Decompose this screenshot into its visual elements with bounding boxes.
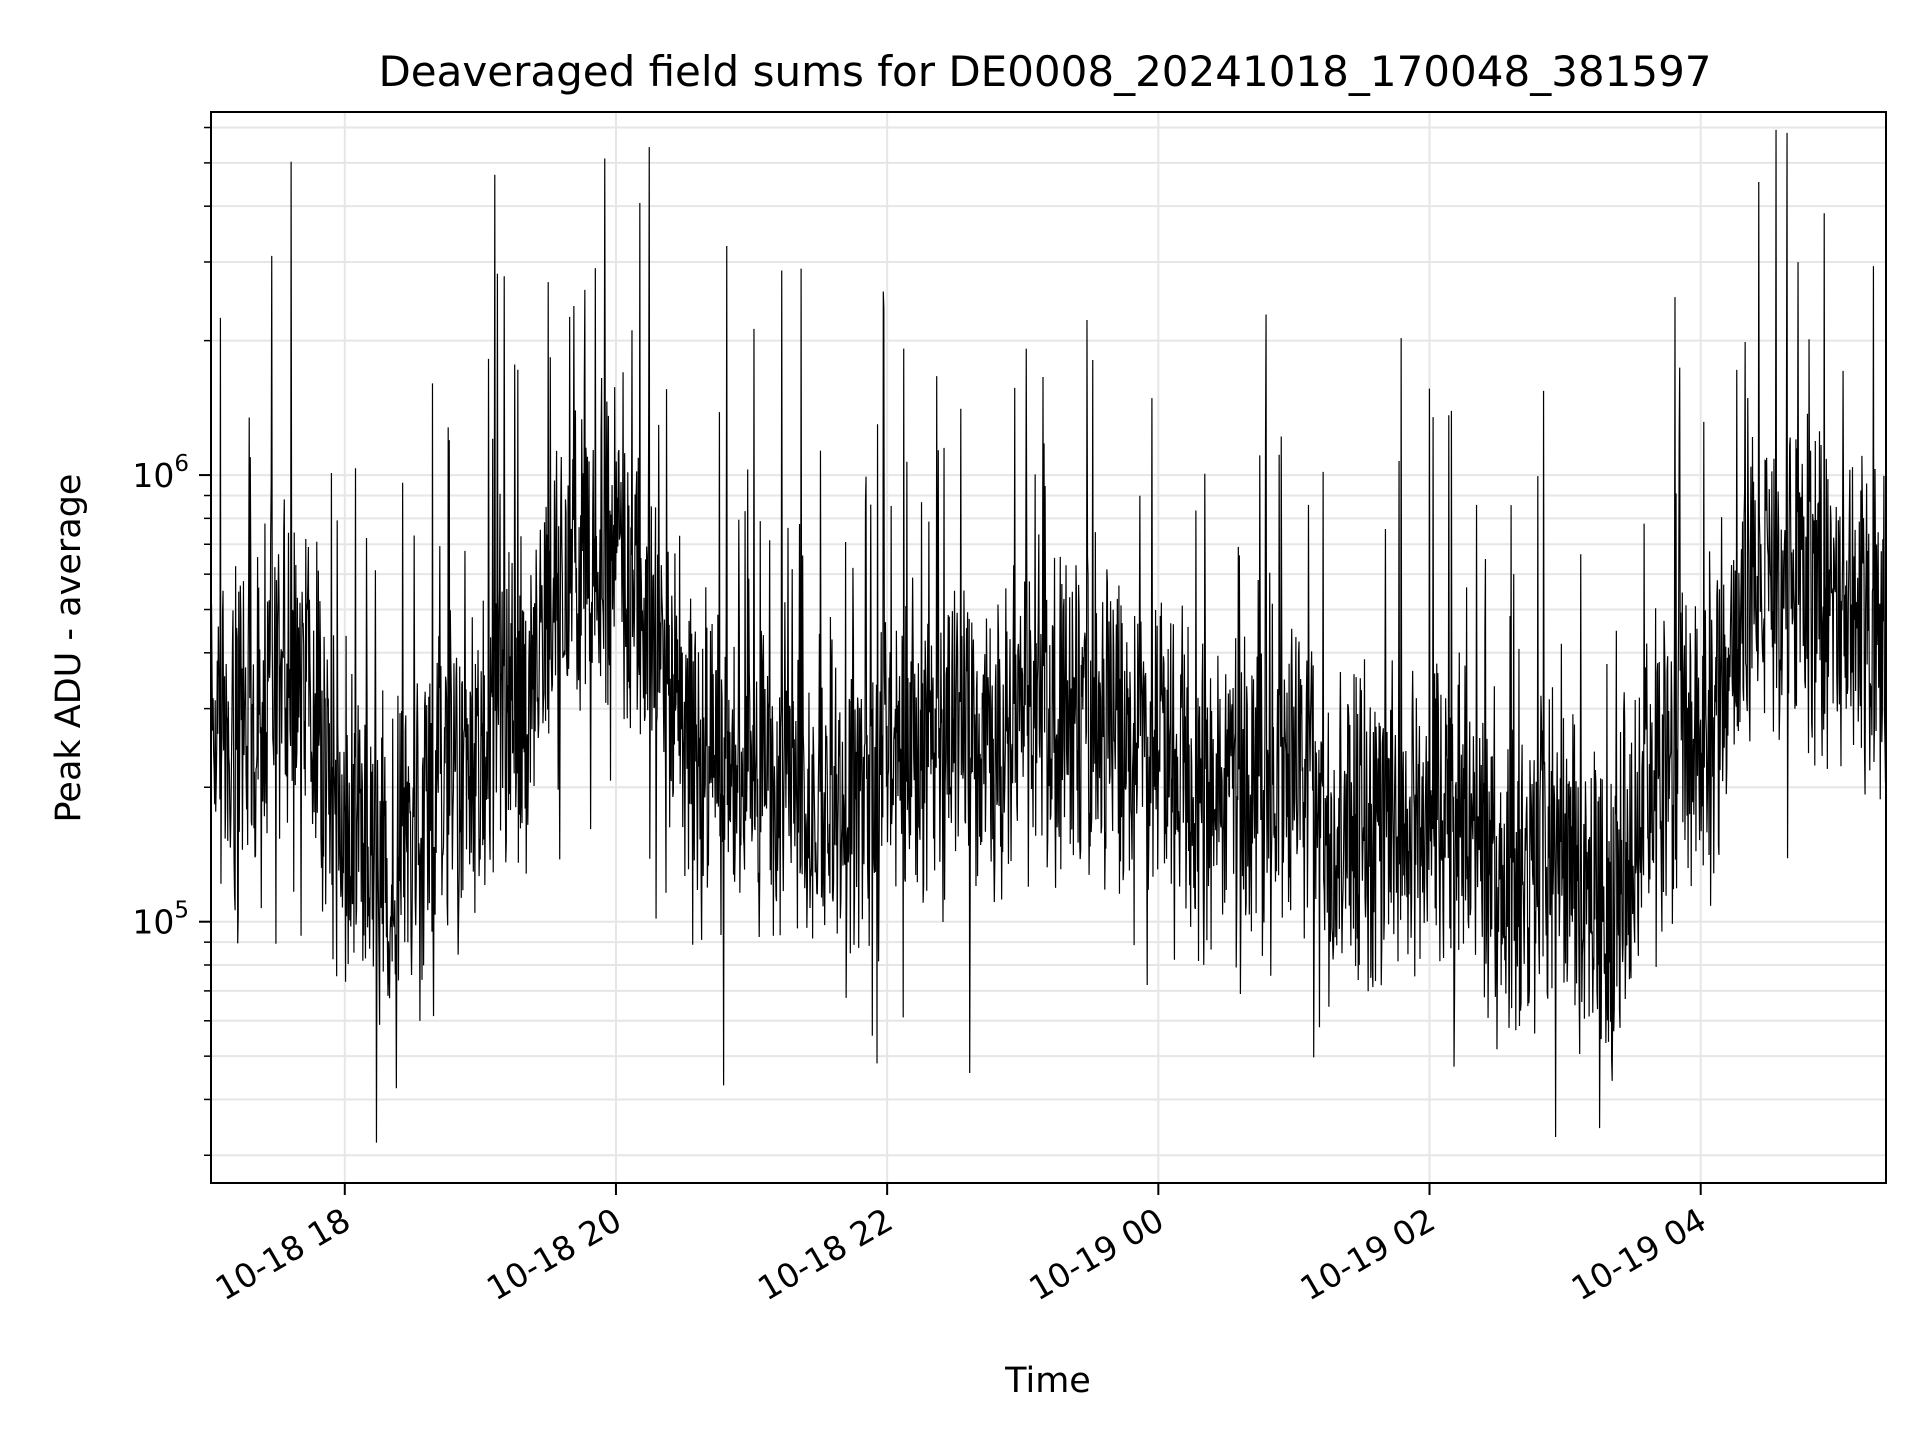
chart-title: Deaveraged field sums for DE0008_2024101… bbox=[378, 47, 1711, 96]
series-trace bbox=[210, 129, 1887, 1143]
y-tick-label: 105 bbox=[132, 898, 189, 942]
series-line bbox=[210, 129, 1887, 1143]
plot-frame bbox=[210, 111, 1887, 1184]
y-tick-label: 106 bbox=[132, 451, 189, 495]
y-axis-label: Peak ADU - average bbox=[49, 474, 89, 823]
x-axis-label: Time bbox=[1004, 1361, 1091, 1401]
y-axis: 105 106 bbox=[132, 126, 211, 1156]
